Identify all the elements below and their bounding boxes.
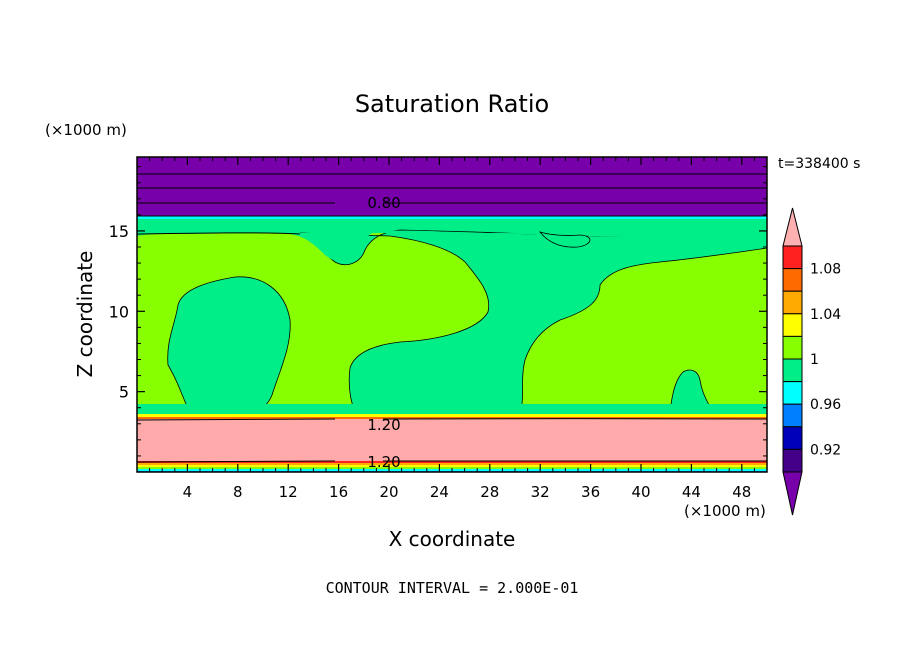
colorbar-label: 0.92 <box>810 442 841 458</box>
z-unit-label: (×1000 m) <box>45 121 127 139</box>
colorbar: 1.08 1.04 1 0.96 0.92 <box>782 207 841 516</box>
colorbar-box <box>782 313 803 337</box>
field-near-one-left-edge <box>137 230 767 262</box>
field-near-one-small-blob <box>538 231 591 248</box>
y-axis-label: Z coordinate <box>73 251 97 378</box>
contour-label: 1.20 <box>367 416 400 434</box>
contour-line <box>137 418 336 421</box>
colorbar-box <box>782 381 803 405</box>
y-tick-label: 15 <box>109 222 129 241</box>
x-tick-label: 36 <box>581 483 600 501</box>
colorbar-label: 1.04 <box>810 307 841 323</box>
colorbar-box <box>782 245 803 270</box>
contour-interval-note: CONTOUR INTERVAL = 2.000E-01 <box>326 579 579 597</box>
field-near-one-blob-left <box>167 276 291 413</box>
y-axis: 5 10 15 <box>109 166 767 457</box>
x-axis: 4 8 12 16 20 24 28 32 36 40 44 48 <box>149 157 755 501</box>
colorbar-box <box>782 335 803 360</box>
field-band-top <box>137 219 767 233</box>
x-tick-label: 24 <box>430 483 449 501</box>
colorbar-box <box>782 290 803 315</box>
plot-area: 0.80 1.20 1.20 <box>137 157 767 472</box>
field-bottom-yellow <box>137 465 767 467</box>
x-tick-label: 48 <box>732 483 751 501</box>
x-tick-label: 44 <box>682 483 701 501</box>
field-cyan-band <box>137 216 767 219</box>
colorbar-bottom-arrow <box>782 471 803 516</box>
x-tick-label: 40 <box>631 483 650 501</box>
field-bottom-orange <box>137 463 767 465</box>
colorbar-label: 0.96 <box>810 397 841 413</box>
colorbar-box <box>782 268 803 292</box>
contour-label: 0.80 <box>367 194 400 212</box>
field-orange-edge <box>137 417 767 419</box>
x-tick-label: 8 <box>233 483 243 501</box>
contour-line <box>137 460 336 463</box>
colorbar-label: 1 <box>810 352 819 368</box>
field-yellow-edge <box>137 414 767 417</box>
contour-label: 1.20 <box>367 453 400 471</box>
colorbar-box <box>782 358 803 383</box>
time-label: t=338400 s <box>778 156 860 172</box>
y-tick-label: 5 <box>119 383 129 402</box>
colorbar-box <box>782 403 803 428</box>
x-tick-label: 20 <box>379 483 398 501</box>
contour-lines <box>137 173 767 463</box>
field-high-band <box>137 419 767 463</box>
field-near-one-blob-right <box>669 369 713 413</box>
field-bottom-red <box>137 461 767 463</box>
x-tick-label: 12 <box>279 483 298 501</box>
colorbar-top-arrow <box>782 207 803 247</box>
colorbar-label: 1.08 <box>810 262 841 278</box>
field-dry-top <box>137 157 767 217</box>
x-tick-label: 16 <box>329 483 348 501</box>
y-tick-label: 10 <box>109 302 129 321</box>
x-axis-label: X coordinate <box>389 527 516 551</box>
x-tick-label: 4 <box>183 483 193 501</box>
chart-title: Saturation Ratio <box>355 90 549 118</box>
x-unit-label: (×1000 m) <box>684 502 766 520</box>
colorbar-box <box>782 448 803 473</box>
x-tick-label: 28 <box>480 483 499 501</box>
x-tick-label: 32 <box>531 483 550 501</box>
contour-line <box>137 232 301 235</box>
field-lower-green <box>137 404 767 416</box>
colorbar-box <box>782 426 803 450</box>
